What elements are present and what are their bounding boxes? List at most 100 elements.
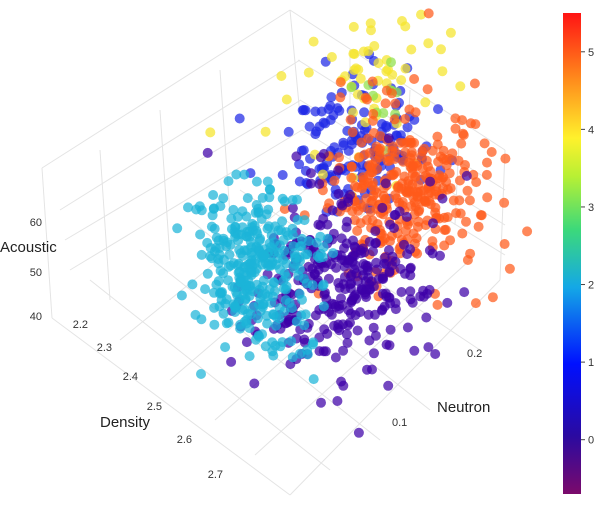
data-point bbox=[344, 255, 355, 266]
data-point bbox=[368, 281, 379, 292]
data-point bbox=[442, 297, 453, 308]
data-point bbox=[333, 278, 344, 288]
data-point bbox=[314, 179, 325, 189]
data-point bbox=[292, 194, 302, 205]
data-point bbox=[366, 25, 376, 36]
data-point bbox=[334, 152, 344, 163]
colorbar-tick-label: 3 bbox=[588, 202, 594, 214]
data-point bbox=[221, 294, 232, 305]
data-point bbox=[385, 324, 396, 335]
data-point bbox=[326, 92, 337, 103]
data-point bbox=[172, 223, 183, 234]
data-point bbox=[367, 115, 378, 126]
data-point bbox=[237, 305, 248, 316]
data-point bbox=[237, 206, 248, 217]
data-point bbox=[405, 286, 416, 297]
data-point bbox=[342, 337, 353, 348]
data-point bbox=[393, 182, 403, 193]
grid-line bbox=[159, 109, 171, 261]
data-point bbox=[328, 248, 339, 259]
density-tick-label: 2.2 bbox=[73, 319, 88, 331]
data-point bbox=[300, 309, 311, 320]
grid-line bbox=[69, 129, 303, 271]
data-point bbox=[241, 337, 252, 348]
data-point bbox=[381, 78, 392, 89]
colorbar-ticks: 0 1 2 3 4 5 bbox=[581, 47, 594, 447]
data-point bbox=[278, 235, 289, 245]
data-point bbox=[252, 228, 263, 239]
data-point bbox=[396, 75, 407, 86]
data-point bbox=[361, 215, 372, 225]
data-point bbox=[438, 145, 449, 156]
data-point bbox=[432, 299, 443, 310]
data-point bbox=[401, 211, 412, 222]
data-point bbox=[310, 106, 321, 117]
data-point bbox=[450, 123, 461, 134]
data-point bbox=[427, 145, 438, 156]
data-point bbox=[409, 345, 420, 356]
data-point bbox=[333, 188, 344, 199]
data-point bbox=[439, 240, 450, 251]
data-point bbox=[367, 76, 378, 87]
data-point bbox=[363, 309, 374, 320]
data-point bbox=[317, 281, 328, 292]
data-point bbox=[396, 287, 407, 297]
data-point bbox=[230, 307, 241, 317]
data-point bbox=[265, 242, 276, 253]
data-point bbox=[422, 84, 433, 95]
data-point bbox=[435, 250, 445, 261]
data-point bbox=[238, 275, 249, 286]
data-point bbox=[453, 155, 464, 166]
data-point bbox=[486, 147, 497, 157]
data-point bbox=[387, 145, 398, 156]
data-point bbox=[411, 171, 421, 182]
data-point bbox=[277, 216, 288, 227]
data-point bbox=[308, 374, 319, 385]
data-point bbox=[442, 184, 453, 195]
data-point bbox=[250, 207, 261, 218]
data-point bbox=[202, 268, 213, 279]
data-point bbox=[341, 222, 352, 233]
data-point bbox=[487, 292, 498, 303]
data-point bbox=[402, 188, 413, 198]
data-point bbox=[279, 204, 290, 214]
colorbar-tick-label: 1 bbox=[588, 357, 594, 369]
data-point bbox=[276, 71, 287, 81]
density-tick-label: 2.4 bbox=[123, 371, 138, 383]
data-point bbox=[338, 380, 349, 391]
data-point bbox=[360, 117, 371, 128]
data-point bbox=[278, 254, 289, 265]
data-point bbox=[287, 203, 298, 214]
data-point bbox=[268, 350, 279, 361]
data-point bbox=[368, 322, 379, 333]
data-point bbox=[469, 78, 480, 89]
data-point bbox=[279, 196, 290, 207]
acoustic-tick-label: 50 bbox=[30, 267, 42, 279]
data-point bbox=[308, 337, 319, 348]
data-point bbox=[481, 169, 492, 180]
data-point bbox=[195, 229, 206, 240]
data-point bbox=[335, 250, 346, 261]
data-point bbox=[445, 27, 456, 38]
data-point bbox=[267, 337, 278, 348]
data-point bbox=[409, 74, 420, 84]
data-point bbox=[277, 170, 288, 180]
data-point bbox=[257, 192, 268, 203]
data-point bbox=[409, 114, 420, 125]
data-point bbox=[402, 322, 413, 333]
data-point bbox=[371, 237, 381, 248]
data-point bbox=[190, 309, 201, 320]
data-point bbox=[364, 147, 375, 158]
data-point bbox=[377, 202, 388, 213]
data-point bbox=[194, 201, 205, 212]
data-point bbox=[326, 52, 337, 62]
data-point bbox=[373, 58, 384, 69]
data-point bbox=[332, 103, 343, 114]
data-point bbox=[406, 44, 417, 55]
data-point bbox=[208, 190, 219, 200]
data-point bbox=[367, 159, 378, 170]
data-point bbox=[286, 336, 297, 347]
data-point bbox=[377, 272, 388, 282]
data-point bbox=[319, 324, 330, 335]
